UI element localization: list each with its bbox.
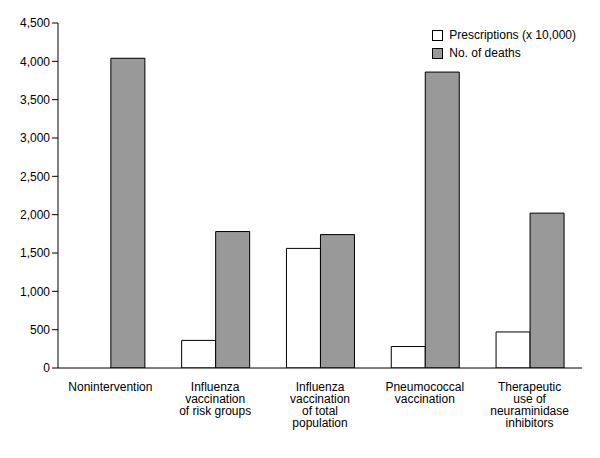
svg-text:Influenzavaccinationof totalpo: Influenzavaccinationof totalpopulation	[290, 380, 350, 430]
svg-text:0: 0	[43, 361, 50, 375]
svg-text:Nonintervention: Nonintervention	[68, 380, 152, 394]
svg-text:1,500: 1,500	[20, 246, 50, 260]
svg-text:4,000: 4,000	[20, 55, 50, 69]
html-text:No. of deaths: No. of deaths	[449, 46, 521, 60]
svg-text:3,000: 3,000	[20, 131, 50, 145]
svg-text:2,000: 2,000	[20, 208, 50, 222]
svg-text:Pneumococcalvaccination: Pneumococcalvaccination	[385, 380, 464, 406]
svg-text:500: 500	[30, 323, 50, 337]
svg-text:Influenzavaccinationof risk gr: Influenzavaccinationof risk groups	[179, 380, 251, 418]
svg-text:4,500: 4,500	[20, 16, 50, 30]
svg-text:3,500: 3,500	[20, 93, 50, 107]
html-text:Prescriptions (x 10,000): Prescriptions (x 10,000)	[449, 28, 576, 42]
svg-text:2,500: 2,500	[20, 170, 50, 184]
svg-text:Therapeuticuse ofneuraminidase: Therapeuticuse ofneuraminidaseinhibitors	[490, 380, 569, 430]
svg-text:1,000: 1,000	[20, 285, 50, 299]
